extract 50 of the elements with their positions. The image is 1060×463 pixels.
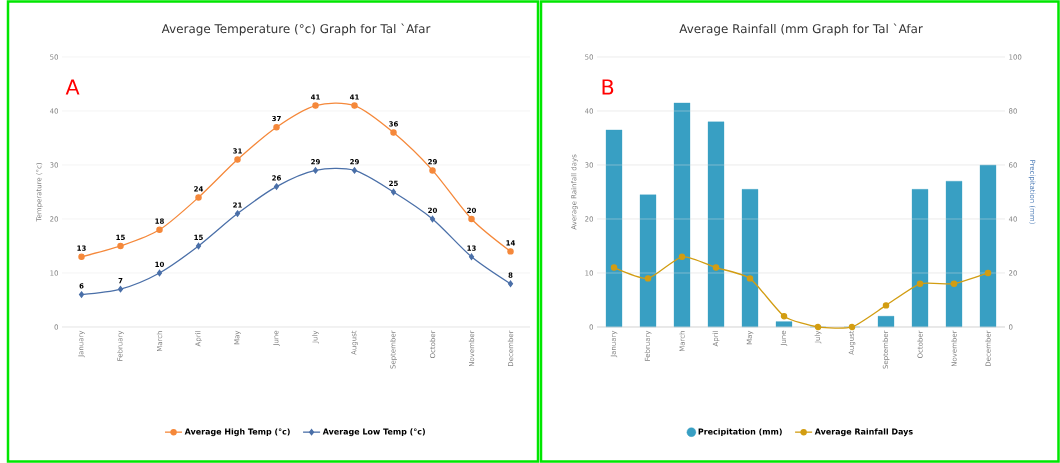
point <box>882 302 890 309</box>
bar <box>945 181 963 328</box>
point <box>848 323 856 331</box>
point <box>351 167 358 174</box>
bar <box>741 189 759 328</box>
point <box>507 248 514 255</box>
bar <box>605 129 623 328</box>
point <box>468 253 475 261</box>
point <box>814 323 822 331</box>
point <box>156 226 163 234</box>
point <box>117 285 124 293</box>
chart-title: Average Rainfall (mm Graph for Tal `Afar <box>679 23 923 36</box>
bar <box>673 102 691 328</box>
point <box>746 275 754 282</box>
point <box>678 253 686 261</box>
point <box>390 129 397 136</box>
annotation: B <box>602 79 614 95</box>
point <box>273 183 280 190</box>
point <box>351 102 358 109</box>
bar <box>775 321 793 328</box>
point <box>984 269 992 277</box>
point <box>234 210 241 217</box>
point <box>312 167 319 174</box>
point <box>195 242 202 250</box>
bar <box>877 316 895 328</box>
point <box>156 269 163 277</box>
point <box>610 264 618 271</box>
point <box>780 312 788 320</box>
point <box>712 264 720 271</box>
point <box>78 253 85 261</box>
point <box>644 275 652 282</box>
point <box>468 215 475 223</box>
point <box>390 188 397 196</box>
point <box>950 280 958 288</box>
point <box>429 167 436 174</box>
annotation: A <box>65 79 80 95</box>
bar <box>911 189 929 328</box>
point <box>273 123 280 131</box>
bar <box>979 164 997 328</box>
point <box>507 280 514 288</box>
point <box>117 242 124 250</box>
point <box>312 102 319 109</box>
point <box>916 280 924 288</box>
point <box>195 194 202 201</box>
point <box>429 215 436 223</box>
bar <box>639 194 657 328</box>
point <box>234 156 241 163</box>
bar <box>707 121 725 328</box>
chart-title: Average Temperature (°c) Graph for Tal `Afar <box>161 23 431 36</box>
point <box>78 291 85 298</box>
